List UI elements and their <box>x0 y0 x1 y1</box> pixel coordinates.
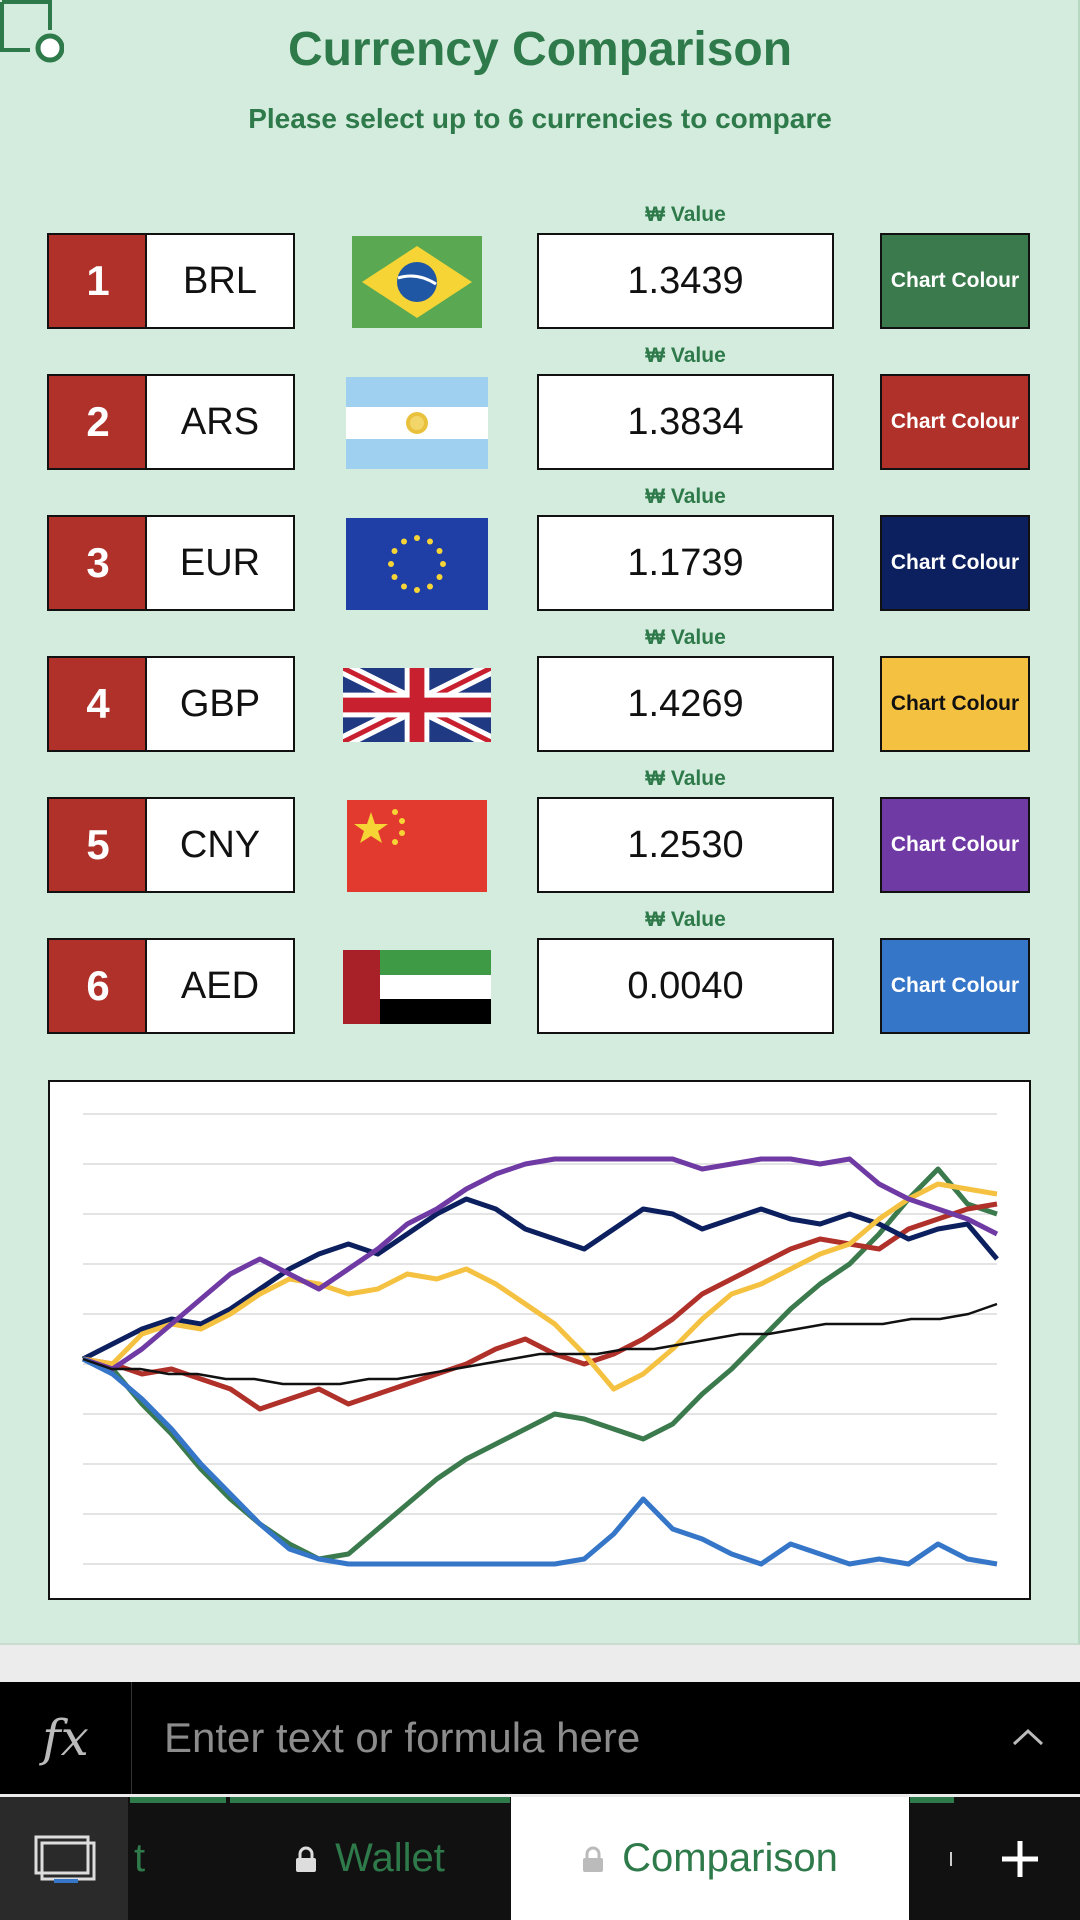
row-number: 4 <box>47 656 147 752</box>
plus-icon <box>1002 1840 1038 1877</box>
row-number: 3 <box>47 515 147 611</box>
sheet-list-icon <box>34 1835 96 1883</box>
series-line-4 <box>82 1181 998 1392</box>
tab-label: Comparison <box>622 1836 838 1880</box>
tab-indicator <box>910 1797 954 1803</box>
currency-row-1: 1 BRL ₩ Value 1.3439 Chart Colour <box>0 203 1080 331</box>
worksheet: Currency Comparison Please select up to … <box>0 0 1080 1645</box>
value-label: ₩ Value <box>645 203 726 226</box>
currency-code-cell[interactable]: EUR <box>145 515 295 611</box>
value-label: ₩ Value <box>645 908 726 931</box>
fx-icon[interactable]: fx <box>0 1682 132 1794</box>
series-line-1 <box>82 1166 998 1562</box>
row-number: 6 <box>47 938 147 1034</box>
brazil-flag-icon <box>352 236 482 328</box>
row-number: 5 <box>47 797 147 893</box>
currency-code-cell[interactable]: AED <box>145 938 295 1034</box>
chart-colour-cell[interactable]: Chart Colour <box>880 656 1030 752</box>
currency-row-5: 5 CNY ₩ Value 1.2530 Chart Colour <box>0 767 1080 895</box>
argentina-flag-icon <box>346 377 488 469</box>
lock-icon <box>296 1846 317 1872</box>
series-line-7 <box>82 1302 998 1386</box>
chart-colour-cell[interactable]: Chart Colour <box>880 233 1030 329</box>
value-label: ₩ Value <box>645 767 726 790</box>
sheet-list-button[interactable] <box>0 1797 128 1920</box>
china-flag-icon <box>347 800 487 892</box>
series-line-5 <box>82 1156 999 1372</box>
lock-icon <box>583 1846 604 1872</box>
chart-colour-cell[interactable]: Chart Colour <box>880 797 1030 893</box>
value-label: ₩ Value <box>645 485 726 508</box>
chart-svg <box>81 1113 999 1567</box>
tab-comparison[interactable]: Comparison <box>511 1797 909 1920</box>
currency-code-cell[interactable]: GBP <box>145 656 295 752</box>
row-number: 1 <box>47 233 147 329</box>
value-cell[interactable]: 1.1739 <box>537 515 834 611</box>
currency-row-6: 6 AED ₩ Value 0.0040 Chart Colour <box>0 908 1080 1036</box>
formula-bar: fx <box>0 1682 1080 1794</box>
tab-sheet-1[interactable]: t <box>130 1797 226 1920</box>
uae-flag-icon <box>343 950 491 1024</box>
currency-row-4: 4 GBP ₩ Value 1.4269 Chart Colour <box>0 626 1080 754</box>
tab-wallet[interactable]: Wallet <box>230 1797 510 1920</box>
eu-flag-icon <box>346 518 488 610</box>
tab-indicator <box>230 1797 510 1803</box>
page-subtitle: Please select up to 6 currencies to comp… <box>248 103 832 134</box>
value-cell[interactable]: 1.2530 <box>537 797 834 893</box>
currency-row-2: 2 ARS ₩ Value 1.3834 Chart Colour <box>0 344 1080 472</box>
value-cell[interactable]: 1.3834 <box>537 374 834 470</box>
chart-colour-cell[interactable]: Chart Colour <box>880 515 1030 611</box>
sheet-tab-bar: t Wallet Comparison <box>0 1797 1080 1920</box>
series-line-6 <box>81 1356 998 1567</box>
currency-code-cell[interactable]: CNY <box>145 797 295 893</box>
value-cell[interactable]: 1.3439 <box>537 233 834 329</box>
currency-code-cell[interactable]: BRL <box>145 233 295 329</box>
chart-colour-cell[interactable]: Chart Colour <box>880 938 1030 1034</box>
value-label: ₩ Value <box>645 626 726 649</box>
comparison-chart[interactable] <box>48 1080 1031 1600</box>
tab-next[interactable] <box>910 1797 954 1920</box>
currency-row-3: 3 EUR ₩ Value 1.1739 Chart Colour <box>0 485 1080 613</box>
formula-input[interactable] <box>164 1682 964 1794</box>
row-number: 2 <box>47 374 147 470</box>
chevron-up-icon[interactable] <box>1008 1722 1048 1752</box>
value-label: ₩ Value <box>645 344 726 367</box>
tab-indicator <box>130 1797 226 1803</box>
uk-flag-icon <box>343 668 491 742</box>
tab-label: t <box>134 1836 146 1880</box>
chart-colour-cell[interactable]: Chart Colour <box>880 374 1030 470</box>
currency-code-cell[interactable]: ARS <box>145 374 295 470</box>
tab-label: Wallet <box>335 1836 445 1880</box>
page-title: Currency Comparison <box>287 23 793 76</box>
value-cell[interactable]: 0.0040 <box>537 938 834 1034</box>
tab-divider <box>950 1851 952 1866</box>
selection-handle-icon[interactable] <box>0 0 64 64</box>
add-sheet-button[interactable] <box>960 1797 1080 1920</box>
series-line-3 <box>81 1196 999 1362</box>
value-cell[interactable]: 1.4269 <box>537 656 834 752</box>
